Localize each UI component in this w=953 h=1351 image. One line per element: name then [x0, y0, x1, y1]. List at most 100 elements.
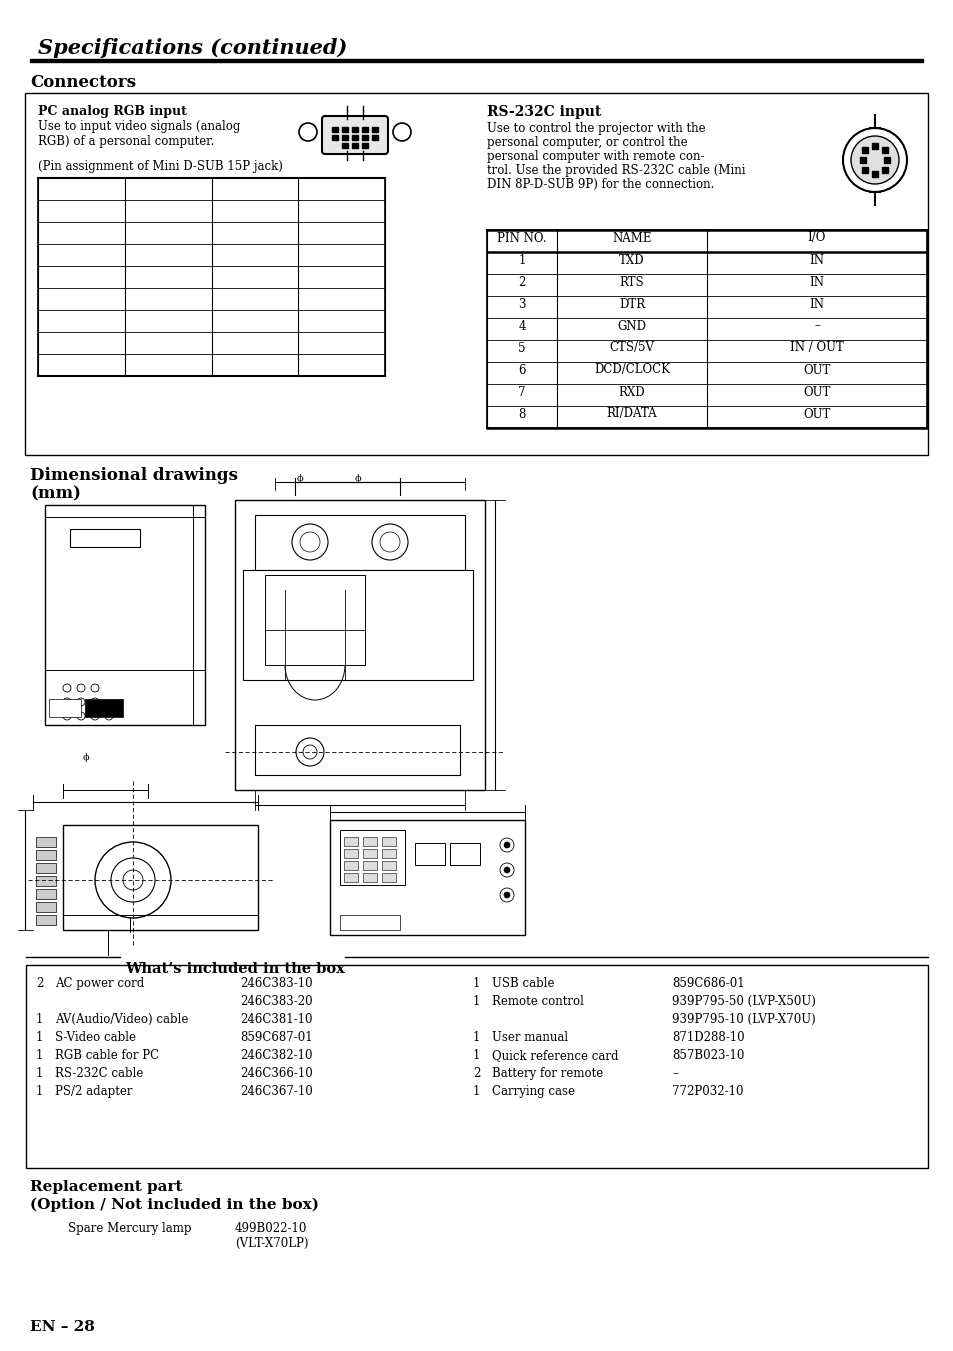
- Bar: [254, 515, 464, 570]
- Bar: [85, 698, 123, 717]
- Text: Replacement part: Replacement part: [30, 1179, 182, 1194]
- Circle shape: [303, 744, 316, 759]
- Bar: [372, 127, 377, 132]
- Bar: [882, 168, 887, 173]
- Text: User manual: User manual: [492, 1031, 568, 1044]
- Text: EN – 28: EN – 28: [30, 1320, 94, 1333]
- Text: 1: 1: [517, 254, 525, 266]
- Text: 1: 1: [36, 1031, 43, 1044]
- Text: personal computer with remote con-: personal computer with remote con-: [486, 150, 703, 163]
- Circle shape: [842, 128, 906, 192]
- Bar: [486, 230, 926, 428]
- Text: IN: IN: [809, 254, 823, 266]
- Circle shape: [295, 738, 324, 766]
- Text: 499B022-10: 499B022-10: [234, 1223, 307, 1235]
- Bar: [45, 505, 205, 725]
- Text: 8: 8: [517, 408, 525, 420]
- Bar: [254, 725, 459, 775]
- Text: IN / OUT: IN / OUT: [789, 342, 843, 354]
- Bar: [361, 127, 368, 132]
- Bar: [361, 135, 368, 141]
- Circle shape: [77, 712, 85, 720]
- Text: 859C687-01: 859C687-01: [240, 1031, 313, 1044]
- Bar: [862, 147, 867, 153]
- Bar: [363, 861, 376, 870]
- Text: –: –: [813, 319, 819, 332]
- Text: OUT: OUT: [802, 385, 830, 399]
- Bar: [381, 838, 395, 846]
- Bar: [363, 838, 376, 846]
- Bar: [36, 875, 56, 886]
- Text: trol. Use the provided RS-232C cable (Mini: trol. Use the provided RS-232C cable (Mi…: [486, 163, 744, 177]
- Text: RTS: RTS: [619, 276, 643, 289]
- Bar: [372, 135, 377, 141]
- Text: 2: 2: [517, 276, 525, 289]
- Bar: [36, 902, 56, 912]
- Text: 246C383-20: 246C383-20: [240, 994, 313, 1008]
- Circle shape: [77, 698, 85, 707]
- Text: (Pin assignment of Mini D-SUB 15P jack): (Pin assignment of Mini D-SUB 15P jack): [38, 159, 283, 173]
- Bar: [63, 825, 257, 929]
- Text: 939P795-50 (LVP-X50U): 939P795-50 (LVP-X50U): [671, 994, 815, 1008]
- Circle shape: [299, 532, 319, 553]
- Bar: [352, 127, 357, 132]
- Circle shape: [503, 842, 510, 848]
- Bar: [415, 843, 444, 865]
- Text: DTR: DTR: [618, 297, 644, 311]
- Text: DCD/CLOCK: DCD/CLOCK: [594, 363, 669, 377]
- Bar: [70, 530, 140, 547]
- Text: 1: 1: [473, 994, 480, 1008]
- Bar: [341, 143, 348, 149]
- Text: 1: 1: [36, 1048, 43, 1062]
- Bar: [332, 127, 337, 132]
- Text: (Option / Not included in the box): (Option / Not included in the box): [30, 1198, 318, 1212]
- Text: 5: 5: [517, 342, 525, 354]
- Bar: [352, 135, 357, 141]
- Text: AV(Audio/Video) cable: AV(Audio/Video) cable: [55, 1013, 188, 1025]
- Text: OUT: OUT: [802, 408, 830, 420]
- Text: GND: GND: [617, 319, 646, 332]
- Circle shape: [393, 123, 411, 141]
- Text: 1: 1: [36, 1085, 43, 1098]
- Circle shape: [850, 136, 898, 184]
- Text: 4: 4: [517, 319, 525, 332]
- Text: RXD: RXD: [618, 385, 644, 399]
- Circle shape: [91, 712, 99, 720]
- Bar: [871, 143, 877, 149]
- Bar: [381, 861, 395, 870]
- Text: 6: 6: [517, 363, 525, 377]
- Bar: [49, 698, 81, 717]
- Bar: [339, 830, 405, 885]
- Bar: [330, 820, 524, 935]
- Bar: [344, 873, 357, 882]
- Circle shape: [298, 123, 316, 141]
- Bar: [332, 135, 337, 141]
- Bar: [341, 135, 348, 141]
- Text: 2: 2: [36, 977, 43, 990]
- Circle shape: [95, 842, 171, 917]
- Text: CTS/5V: CTS/5V: [609, 342, 654, 354]
- Text: Use to input video signals (analog: Use to input video signals (analog: [38, 120, 240, 132]
- Text: Specifications (continued): Specifications (continued): [38, 38, 347, 58]
- Circle shape: [499, 838, 514, 852]
- Bar: [341, 127, 348, 132]
- Text: (VLT-X70LP): (VLT-X70LP): [234, 1238, 308, 1250]
- Text: Quick reference card: Quick reference card: [492, 1048, 618, 1062]
- Bar: [38, 178, 385, 376]
- Bar: [36, 838, 56, 847]
- Circle shape: [91, 684, 99, 692]
- Text: PC analog RGB input: PC analog RGB input: [38, 105, 187, 118]
- Bar: [883, 157, 889, 163]
- Text: 871D288-10: 871D288-10: [671, 1031, 744, 1044]
- Text: –: –: [671, 1067, 678, 1079]
- Bar: [26, 965, 927, 1169]
- Text: Carrying case: Carrying case: [492, 1085, 575, 1098]
- Circle shape: [63, 698, 71, 707]
- Text: OUT: OUT: [802, 363, 830, 377]
- Text: 1: 1: [473, 1085, 480, 1098]
- Text: 1: 1: [473, 977, 480, 990]
- Bar: [381, 848, 395, 858]
- Text: (mm): (mm): [30, 485, 81, 503]
- Text: PIN NO.: PIN NO.: [497, 231, 546, 245]
- Bar: [862, 168, 867, 173]
